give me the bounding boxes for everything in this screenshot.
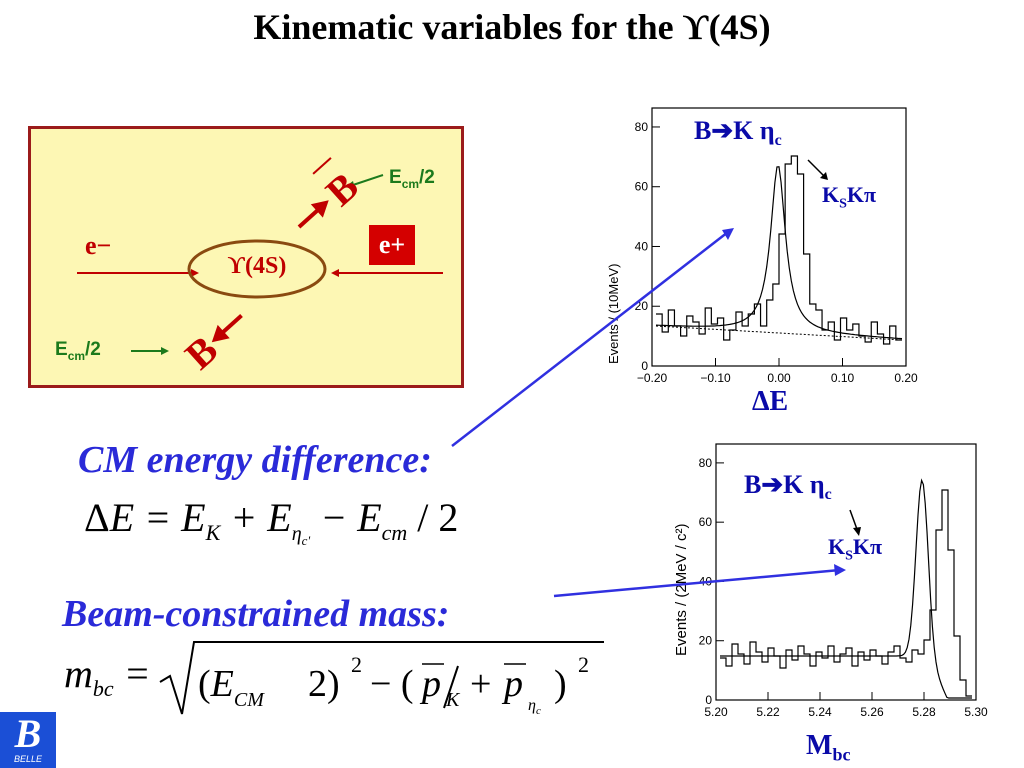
mbc-ytick-label: 0 — [705, 693, 712, 707]
ecm-top-arrow — [352, 174, 384, 186]
mbc-ytick-label: 40 — [699, 574, 713, 588]
mbc-xlabel: Mbc — [806, 730, 851, 765]
mbc-fit-curve — [720, 478, 972, 699]
delta-e-xtick-label: 0.20 — [894, 371, 918, 385]
e-plus-label: e+ — [378, 230, 406, 259]
mbc-xtick-label: 5.24 — [808, 705, 832, 719]
mbc-ytick-label: 20 — [699, 634, 713, 648]
delta-e-xtick-label: 0.10 — [831, 371, 855, 385]
belle-logo: B BELLE — [0, 712, 56, 768]
upsilon-ellipse — [187, 239, 327, 299]
decay-diagram-art: B B — [77, 157, 443, 378]
cm-energy-heading: CM energy difference: — [78, 439, 432, 481]
mbc-xtick-label: 5.20 — [704, 705, 728, 719]
delta-e-ytick-label: 20 — [635, 299, 649, 313]
delta-e-xtick-label: −0.20 — [637, 371, 668, 385]
mbc-xtick-label: 5.28 — [912, 705, 936, 719]
right-arrow-icon: ➔ — [711, 116, 734, 145]
decay-diagram: B B e− e+ ϒ(4S) Ecm/2 Ecm/2 — [28, 126, 464, 388]
delta-e-xtick-label: 0.00 — [767, 371, 791, 385]
svg-text:(ECM: (ECM — [198, 663, 265, 711]
belle-logo-letter: B — [14, 711, 42, 756]
slide-title: Kinematic variables for the ϒ(4S) — [253, 7, 771, 47]
svg-text:2: 2 — [351, 652, 362, 677]
b-lower-group: B — [176, 314, 243, 378]
b-upper-group: B — [297, 157, 367, 229]
mbc-xtick-label: 5.30 — [964, 705, 988, 719]
svg-text:+: + — [470, 663, 491, 705]
delta-e-ytick-label: 80 — [635, 120, 649, 134]
svg-text:p: p — [501, 663, 523, 705]
svg-text:K: K — [445, 689, 461, 711]
mbc-histogram — [720, 489, 972, 697]
mbc-formula: mbc = — [64, 651, 151, 701]
mbc-ylabel: Events / (2MeV / c²) — [673, 523, 690, 656]
svg-text:): ) — [554, 663, 567, 705]
delta-e-ytick-label: 0 — [641, 359, 648, 373]
delta-e-mode-label: KSKπ — [822, 182, 877, 212]
b-bar — [312, 157, 332, 175]
ecm-bottom-label: Ecm/2 — [55, 339, 101, 363]
ecm-top-label: Ecm/2 — [389, 167, 435, 191]
delta-e-ytick-label: 40 — [635, 239, 649, 253]
e-plus-box: e+ — [369, 225, 415, 265]
delta-e-xtick-label: −0.10 — [700, 371, 731, 385]
e-plus-arrowhead — [331, 269, 339, 277]
mbc-ytick-label: 80 — [699, 456, 713, 470]
svg-text:2: 2 — [578, 652, 589, 677]
delta-e-mode-arrow — [807, 159, 828, 180]
mbc-xtick-label: 5.26 — [860, 705, 884, 719]
e-minus-label: e− — [85, 231, 112, 260]
mbc-ytick-label: 60 — [699, 515, 713, 529]
belle-logo-text: BELLE — [13, 754, 43, 764]
mbc-mode-label: KSKπ — [828, 534, 883, 564]
mbc-mode-arrow — [849, 509, 861, 536]
e-minus-arrowhead — [191, 269, 199, 277]
svg-text:ηc: ηc — [528, 697, 541, 717]
delta-e-ytick-label: 60 — [635, 180, 649, 194]
svg-text:p: p — [419, 663, 441, 705]
svg-text:− (: − ( — [370, 663, 414, 705]
delta-e-ylabel: Events / (10MeV) — [606, 264, 621, 364]
upsilon-label: ϒ(4S) — [227, 253, 287, 279]
delta-e-formula: ΔE = EK + Eηc' − Ecm / 2 — [84, 495, 459, 548]
svg-text:2): 2) — [308, 663, 340, 705]
delta-e-xlabel: ΔE — [752, 386, 789, 417]
delta-e-background-line — [655, 325, 903, 341]
right-arrow-icon: ➔ — [761, 470, 784, 499]
beam-mass-heading: Beam-constrained mass: — [62, 593, 450, 635]
mbc-xtick-label: 5.22 — [756, 705, 780, 719]
mbc-decay-label: B➔K ηc — [744, 470, 832, 504]
delta-e-decay-label: B➔K ηc — [694, 116, 782, 150]
mbc-sqrt: (ECM 2) 2 − ( p K + p ηc ) 2 — [159, 641, 604, 717]
